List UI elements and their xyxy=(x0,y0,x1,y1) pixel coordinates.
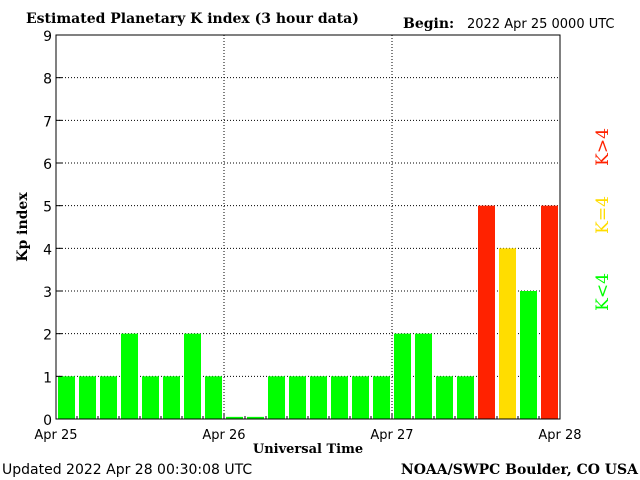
kp-bar xyxy=(520,291,537,419)
x-tick-label: Apr 25 xyxy=(34,428,77,443)
y-tick-label: 3 xyxy=(43,285,52,301)
kp-bar xyxy=(100,376,117,419)
legend-low: K<4 xyxy=(593,273,613,311)
kp-bar xyxy=(79,376,96,419)
grid-lines xyxy=(56,35,560,419)
kp-bar xyxy=(352,376,369,419)
kp-bar xyxy=(457,376,474,419)
kp-bar xyxy=(436,376,453,419)
x-tick-label: Apr 28 xyxy=(538,428,581,443)
kp-bar xyxy=(289,376,306,419)
y-tick-label: 5 xyxy=(43,200,52,216)
y-tick-label: 9 xyxy=(43,29,52,45)
kp-bar xyxy=(247,416,264,419)
y-tick-label: 6 xyxy=(43,157,52,173)
y-tick-label: 7 xyxy=(43,114,52,130)
kp-bar xyxy=(121,333,138,419)
y-tick-label: 0 xyxy=(43,413,52,429)
y-tick-label: 1 xyxy=(43,370,52,386)
kp-bar xyxy=(58,376,75,419)
kp-bar xyxy=(541,205,558,419)
x-tick-label: Apr 27 xyxy=(370,428,413,443)
y-ticks: 0 1 2 3 4 5 6 7 8 9 xyxy=(43,29,62,429)
begin-label: Begin: xyxy=(403,16,454,32)
x-ticks: Apr 25 Apr 26 Apr 27 Apr 28 xyxy=(34,413,582,443)
kp-bar xyxy=(394,333,411,419)
kp-bar xyxy=(163,376,180,419)
y-tick-label: 4 xyxy=(43,242,52,258)
kp-bar xyxy=(226,416,243,419)
kp-bar xyxy=(373,376,390,419)
y-tick-label: 2 xyxy=(43,328,52,344)
kp-bar xyxy=(499,248,516,419)
chart-title: Estimated Planetary K index (3 hour data… xyxy=(26,11,359,27)
kp-bar xyxy=(184,333,201,419)
kp-bar xyxy=(205,376,222,419)
kp-bar xyxy=(415,333,432,419)
y-axis-label: Kp index xyxy=(15,192,31,262)
legend-high: K>4 xyxy=(593,128,613,166)
begin-value: 2022 Apr 25 0000 UTC xyxy=(467,17,615,32)
source-credit: NOAA/SWPC Boulder, CO USA xyxy=(401,462,639,478)
kp-bar xyxy=(268,376,285,419)
bars xyxy=(58,205,558,419)
y-tick-label: 8 xyxy=(43,72,52,88)
updated-timestamp: Updated 2022 Apr 28 00:30:08 UTC xyxy=(2,462,252,478)
x-axis-label: Universal Time xyxy=(253,442,363,457)
x-tick-label: Apr 26 xyxy=(202,428,245,443)
kp-bar xyxy=(310,376,327,419)
kp-bar xyxy=(478,205,495,419)
kp-bar xyxy=(142,376,159,419)
legend-mid: K=4 xyxy=(593,196,613,234)
kp-bar xyxy=(331,376,348,419)
